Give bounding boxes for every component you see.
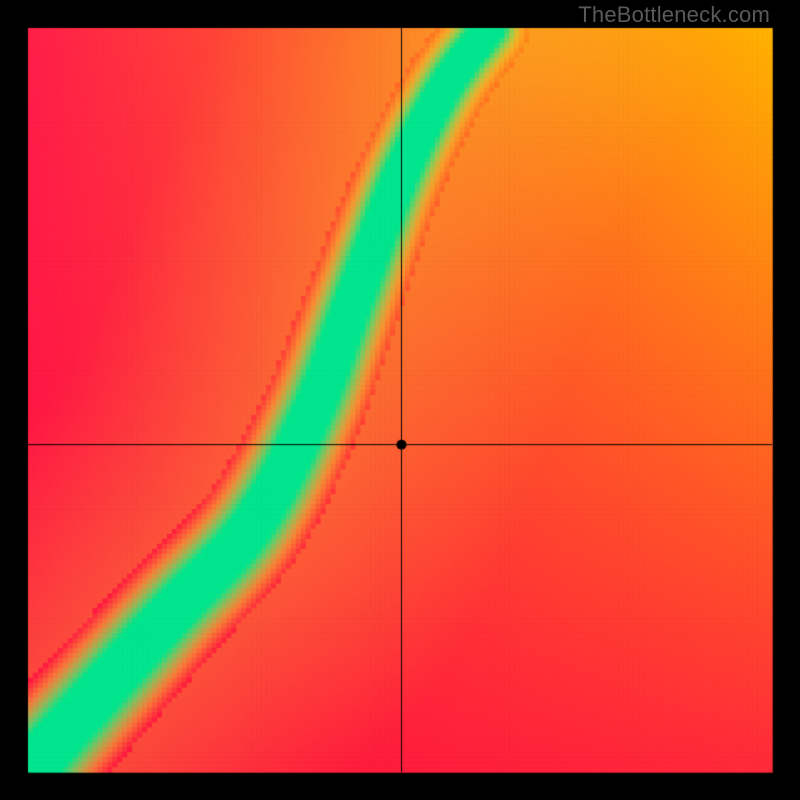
watermark-text: TheBottleneck.com (578, 2, 770, 28)
bottleneck-heatmap (0, 0, 800, 800)
chart-container: TheBottleneck.com (0, 0, 800, 800)
